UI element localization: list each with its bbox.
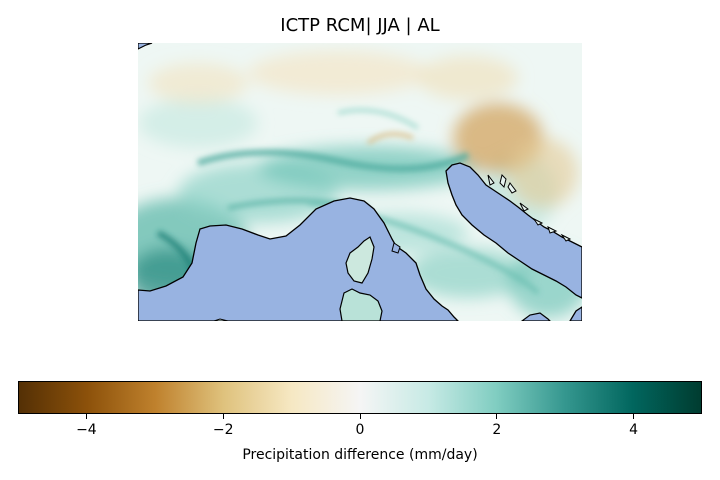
colorbar-tick-label: −2	[212, 422, 234, 438]
corsica-island	[345, 236, 375, 284]
precipitation-map	[138, 43, 582, 321]
colorbar-tick	[222, 414, 224, 419]
colorbar-tick-label: −4	[76, 422, 97, 438]
mediterranean-sea	[138, 197, 459, 321]
colorbar-tick-label: 0	[355, 422, 365, 438]
colorbar-tick	[359, 414, 361, 419]
sardinia-island	[339, 288, 383, 321]
colorbar-tick	[85, 414, 87, 419]
colorbar-tick-label: 4	[629, 422, 639, 438]
colorbar-tick	[496, 414, 498, 419]
colorbar	[18, 381, 702, 414]
colorbar-tick-label: 2	[492, 422, 502, 438]
colorbar-label: Precipitation difference (mm/day)	[242, 447, 478, 463]
croatian-islands	[487, 174, 572, 242]
colorbar-tick	[633, 414, 635, 419]
adriatic-sea	[445, 162, 582, 299]
map-title: ICTP RCM| JJA | AL	[280, 15, 440, 36]
ionian-sea	[569, 306, 582, 321]
